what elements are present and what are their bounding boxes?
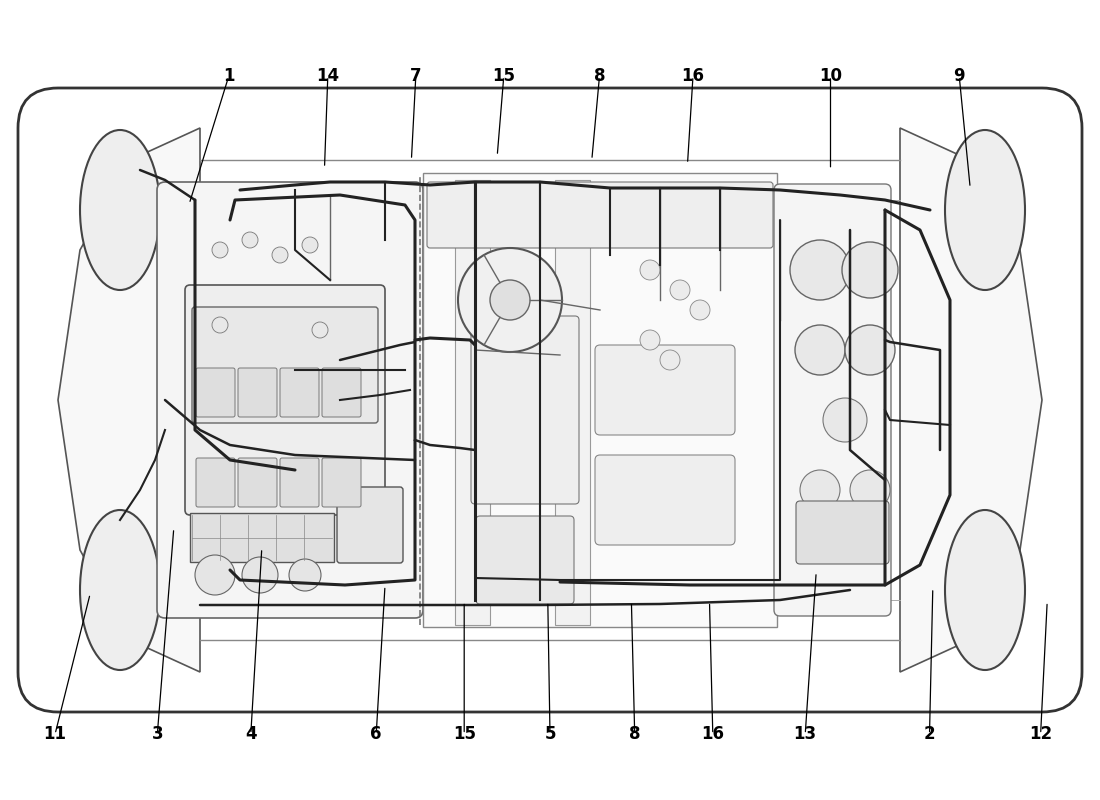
Circle shape (660, 350, 680, 370)
Circle shape (640, 330, 660, 350)
Circle shape (289, 559, 321, 591)
Polygon shape (455, 180, 490, 625)
Circle shape (845, 325, 895, 375)
Circle shape (302, 237, 318, 253)
FancyBboxPatch shape (471, 316, 579, 504)
Text: 12: 12 (1028, 726, 1053, 743)
FancyBboxPatch shape (18, 88, 1082, 712)
Circle shape (670, 280, 690, 300)
Polygon shape (900, 128, 1042, 672)
FancyBboxPatch shape (196, 368, 235, 417)
FancyBboxPatch shape (190, 513, 334, 562)
FancyBboxPatch shape (238, 458, 277, 507)
FancyBboxPatch shape (157, 182, 424, 618)
FancyBboxPatch shape (476, 516, 574, 604)
Ellipse shape (80, 130, 160, 290)
Text: 16: 16 (702, 726, 724, 743)
FancyBboxPatch shape (185, 285, 385, 515)
Text: 14: 14 (316, 67, 340, 85)
Circle shape (842, 242, 898, 298)
FancyBboxPatch shape (796, 501, 889, 564)
Circle shape (242, 557, 278, 593)
Text: 15: 15 (493, 67, 515, 85)
FancyBboxPatch shape (322, 458, 361, 507)
Text: eurospares: eurospares (660, 539, 924, 581)
Text: 5: 5 (544, 726, 556, 743)
Text: 6: 6 (371, 726, 382, 743)
Text: 10: 10 (820, 67, 842, 85)
Circle shape (490, 280, 530, 320)
FancyBboxPatch shape (427, 182, 773, 248)
Text: 2: 2 (924, 726, 935, 743)
FancyBboxPatch shape (595, 345, 735, 435)
Text: eurospares: eurospares (143, 219, 407, 261)
Ellipse shape (945, 130, 1025, 290)
Circle shape (312, 322, 328, 338)
Text: eurospares: eurospares (143, 539, 407, 581)
FancyBboxPatch shape (337, 487, 403, 563)
Circle shape (823, 398, 867, 442)
Text: 4: 4 (245, 726, 256, 743)
FancyBboxPatch shape (192, 307, 378, 423)
Circle shape (790, 240, 850, 300)
Ellipse shape (945, 510, 1025, 670)
Text: 7: 7 (410, 67, 421, 85)
Circle shape (458, 248, 562, 352)
Circle shape (212, 242, 228, 258)
Polygon shape (58, 128, 200, 672)
Circle shape (242, 232, 258, 248)
Circle shape (272, 247, 288, 263)
Text: 13: 13 (793, 726, 817, 743)
Text: 9: 9 (954, 67, 965, 85)
Circle shape (795, 325, 845, 375)
FancyBboxPatch shape (280, 458, 319, 507)
Text: 15: 15 (453, 726, 475, 743)
Text: 1: 1 (223, 67, 234, 85)
Text: 8: 8 (629, 726, 640, 743)
Circle shape (212, 317, 228, 333)
Text: 3: 3 (152, 726, 163, 743)
FancyBboxPatch shape (322, 368, 361, 417)
Polygon shape (556, 180, 590, 625)
Text: 16: 16 (682, 67, 704, 85)
FancyBboxPatch shape (595, 455, 735, 545)
FancyBboxPatch shape (238, 368, 277, 417)
Text: 8: 8 (594, 67, 605, 85)
Ellipse shape (80, 510, 160, 670)
Circle shape (850, 470, 890, 510)
FancyBboxPatch shape (424, 173, 777, 627)
Text: eurospares: eurospares (660, 219, 924, 261)
FancyBboxPatch shape (196, 458, 235, 507)
Circle shape (800, 470, 840, 510)
FancyBboxPatch shape (280, 368, 319, 417)
FancyBboxPatch shape (774, 184, 891, 616)
Circle shape (195, 555, 235, 595)
Circle shape (690, 300, 710, 320)
Text: 11: 11 (44, 726, 66, 743)
Circle shape (640, 260, 660, 280)
